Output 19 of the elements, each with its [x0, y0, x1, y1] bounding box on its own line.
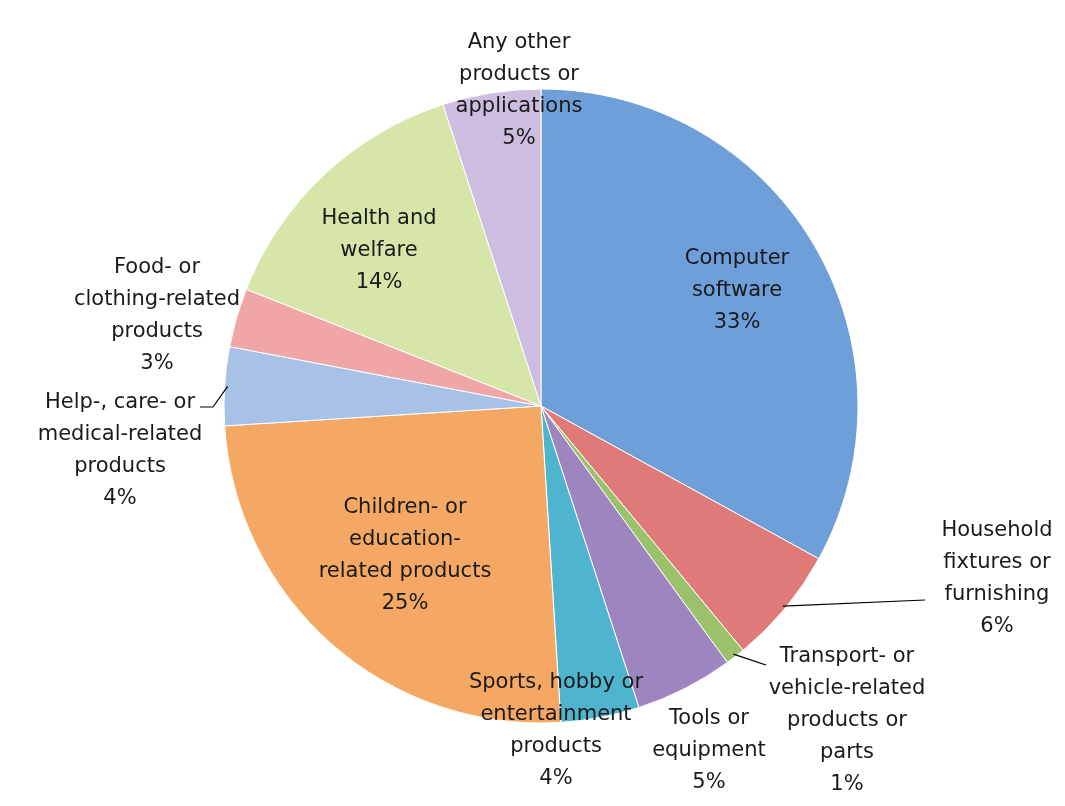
- data-label: 5%: [692, 769, 726, 793]
- slice-label: Children- or education-related products: [318, 494, 492, 582]
- data-label: 5%: [502, 125, 536, 149]
- slice-label: Food- or clothing-related products: [73, 254, 241, 342]
- data-label: 14%: [355, 269, 403, 293]
- slice-label: Tools or equipment: [652, 705, 766, 761]
- slice-label: Household fixtures or furnishing: [941, 517, 1053, 605]
- slice-label: Transport- or vehicle-related products or parts: [768, 643, 926, 763]
- data-label: 4%: [103, 485, 137, 509]
- data-label: 25%: [381, 590, 429, 614]
- slice-label: Any other products or applications: [455, 29, 583, 117]
- slice-label: Health and welfare: [321, 205, 437, 261]
- data-label: 4%: [539, 765, 573, 789]
- data-label: 6%: [980, 613, 1014, 637]
- data-label: 33%: [713, 309, 761, 333]
- slice-label: Computer software: [684, 245, 790, 301]
- data-label: 3%: [140, 350, 174, 374]
- data-label: 1%: [830, 771, 864, 795]
- slice-label: Help-, care- or medical-related products: [37, 389, 203, 477]
